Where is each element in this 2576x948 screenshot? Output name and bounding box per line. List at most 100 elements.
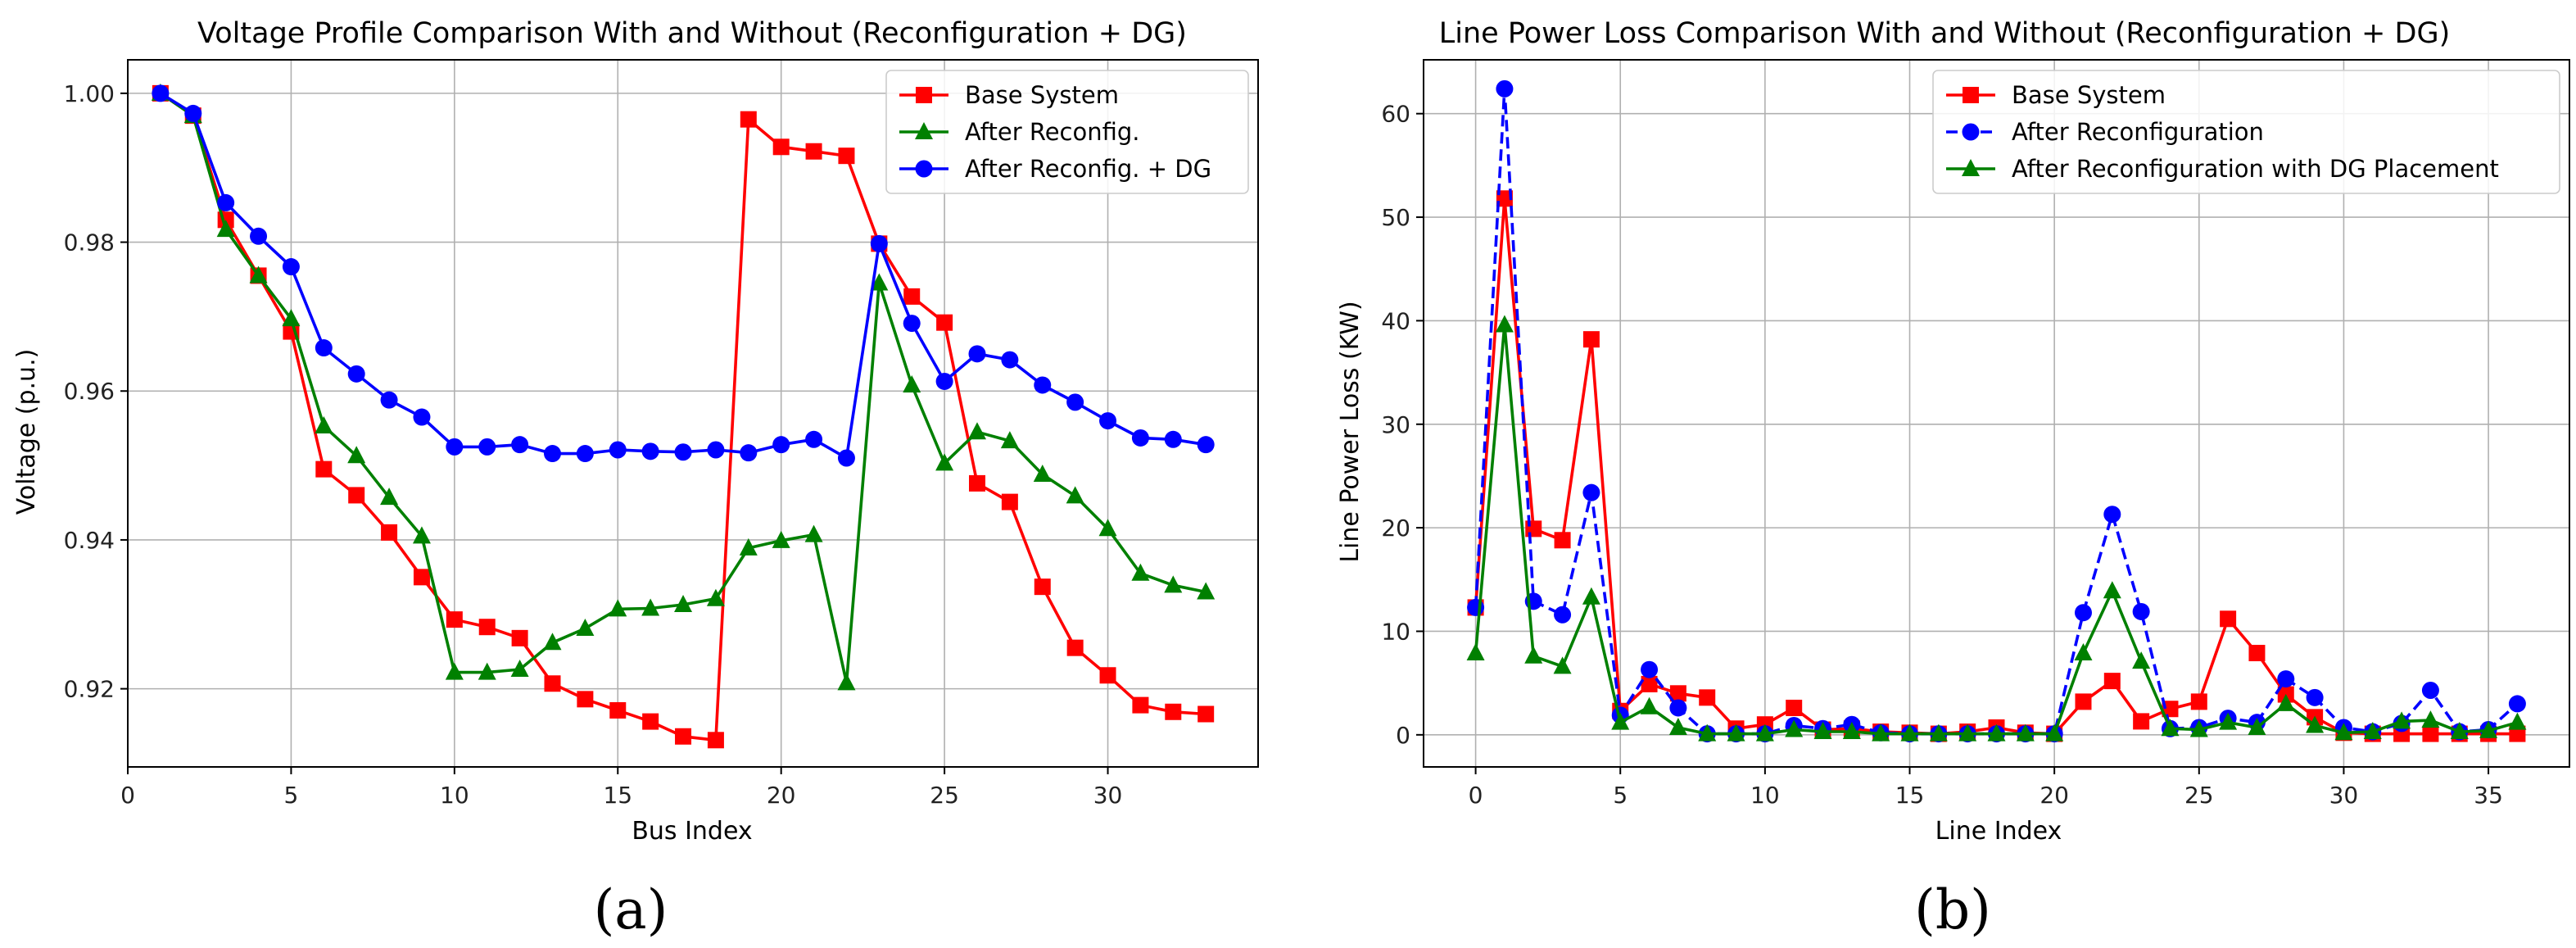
data-point (935, 453, 954, 471)
legend-item: After Reconfig. (899, 118, 1140, 146)
x-tick-label: 25 (930, 782, 959, 809)
data-point (838, 147, 855, 165)
data-point (1066, 393, 1084, 411)
data-point (1099, 412, 1117, 430)
data-point (510, 659, 529, 677)
data-point (2334, 723, 2353, 741)
data-point (2422, 725, 2439, 742)
data-point (2508, 712, 2527, 730)
x-tick-label: 30 (1093, 782, 1123, 809)
data-point (2220, 610, 2237, 628)
x-tick-label: 0 (1469, 782, 1483, 809)
x-tick-label: 5 (284, 782, 299, 809)
data-point (2161, 719, 2180, 737)
y-tick-label: 0 (1396, 722, 1410, 749)
y-tick-label: 0.96 (64, 378, 115, 405)
data-point (707, 732, 724, 749)
data-point (804, 524, 823, 542)
legend-marker (1962, 123, 1980, 141)
data-point (1197, 582, 1216, 600)
data-point (968, 345, 986, 363)
data-point (2421, 681, 2439, 699)
panel-label-a: (a) (594, 878, 668, 941)
data-point (511, 436, 529, 454)
data-point (1582, 483, 1600, 501)
data-point (412, 526, 431, 544)
data-point (1197, 705, 1215, 723)
data-point (1641, 660, 1659, 678)
series-base-system (152, 84, 1215, 749)
data-point (1582, 331, 1600, 348)
voltage-profile-chart: Voltage Profile Comparison With and With… (12, 17, 1259, 846)
data-point (1496, 79, 1514, 98)
data-point (2132, 651, 2151, 669)
data-point (1034, 578, 1051, 596)
series-after-reconfig-dg (152, 84, 1215, 467)
legend-marker (915, 122, 933, 139)
data-point (935, 372, 953, 390)
legend-marker (1963, 87, 1979, 103)
y-tick-label: 0.94 (64, 527, 115, 554)
data-point (1727, 723, 1745, 742)
data-point (511, 629, 528, 646)
data-point (1496, 190, 1513, 207)
y-ticks: 0.92 0.94 0.96 0.98 1.00 (64, 80, 128, 703)
data-point (1641, 675, 1658, 692)
data-point (870, 273, 889, 291)
data-point (1929, 723, 1948, 742)
data-point (2276, 693, 2295, 711)
data-point (1611, 712, 1630, 730)
data-point (2132, 602, 2150, 620)
data-point (1066, 639, 1084, 656)
data-point (2045, 723, 2064, 742)
data-point (1466, 643, 1485, 661)
data-point (641, 598, 660, 616)
data-point (967, 422, 986, 440)
legend-item: After Reconfiguration with DG Placement (1946, 155, 2499, 183)
legend-label: After Reconfiguration (2012, 118, 2264, 146)
data-point (315, 339, 333, 357)
legend-item: Base System (1946, 81, 2166, 109)
data-point (706, 588, 725, 606)
y-tick-label: 20 (1381, 515, 1410, 542)
y-tick-label: 60 (1381, 101, 1410, 128)
data-point (1098, 519, 1117, 537)
data-point (380, 488, 399, 506)
legend-label: Base System (2012, 81, 2166, 109)
data-point (837, 673, 856, 691)
x-tick-label: 10 (1750, 782, 1780, 809)
data-point (1958, 723, 1977, 742)
data-point (315, 460, 333, 478)
data-point (2103, 506, 2121, 524)
legend-label: After Reconfig. + DG (965, 155, 1211, 183)
data-point (1900, 723, 1919, 742)
legend-label: Base System (965, 81, 1119, 109)
data-point (1786, 699, 1803, 716)
data-point (577, 691, 594, 708)
data-point (641, 442, 659, 460)
data-point (2393, 711, 2411, 729)
x-tick-label: 15 (603, 782, 632, 809)
x-tick-label: 20 (2040, 782, 2069, 809)
data-point (1842, 722, 1861, 740)
data-point (1131, 563, 1150, 581)
data-point (152, 84, 170, 102)
data-point (903, 374, 921, 392)
x-ticks: 0 5 10 15 20 25 30 35 (1469, 767, 2503, 809)
data-point (2190, 693, 2207, 710)
data-point (347, 365, 365, 383)
data-point (1524, 646, 1543, 664)
data-point (1582, 587, 1600, 605)
x-tick-label: 5 (1613, 782, 1628, 809)
data-point (772, 436, 790, 454)
data-point (1553, 656, 1572, 674)
data-point (2219, 712, 2238, 730)
data-point (478, 619, 496, 636)
data-point (1987, 723, 2006, 742)
legend-item: After Reconfig. + DG (899, 155, 1211, 183)
data-point (2306, 715, 2325, 733)
series-after-reconfiguration-with-dg-placement (1466, 315, 2527, 742)
data-point (2103, 581, 2121, 599)
data-point (1001, 351, 1019, 369)
